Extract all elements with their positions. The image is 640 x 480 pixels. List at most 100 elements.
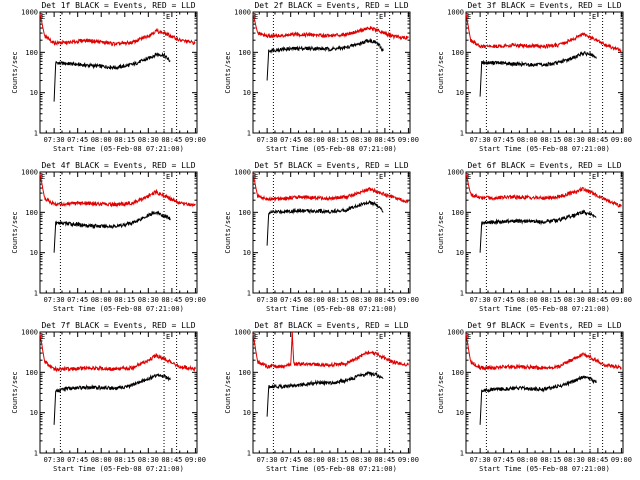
x-tick-label: 08:30 (138, 456, 159, 464)
marker-label: E (592, 13, 596, 21)
y-tick-label: 100 (451, 209, 464, 217)
detector-panel: Det 1f BLACK = Events, RED = LLD 1 10 100 10… (11, 1, 206, 153)
y-tick-label: 1000 (234, 169, 251, 177)
events-series-line (266, 37, 384, 81)
y-axis-label: Counts/sec (224, 51, 232, 93)
x-tick-label: 08:30 (351, 136, 372, 144)
detector-panel: Det 9f BLACK = Events, RED = LLD 1 10 100 10… (437, 321, 632, 473)
x-tick-label: 08:15 (540, 136, 561, 144)
marker-label: E (379, 173, 383, 181)
y-tick-label: 100 (25, 49, 38, 57)
marker-label: E (467, 333, 471, 341)
events-series-line (479, 374, 597, 425)
x-tick-label: 08:15 (327, 296, 348, 304)
y-tick-label: 1000 (447, 169, 464, 177)
marker-label: E (254, 13, 258, 21)
y-axis-label: Counts/sec (11, 371, 19, 413)
x-axis-label: Start Time (05-Feb-08 07:21:00) (53, 145, 184, 153)
marker-label: E (379, 333, 383, 341)
panel-title: Det 8f BLACK = Events, RED = LLD (254, 321, 408, 330)
y-tick-label: 1 (34, 450, 38, 458)
x-tick-label: 08:00 (91, 456, 112, 464)
plot-frame (252, 11, 411, 134)
x-tick-label: 08:00 (304, 296, 325, 304)
x-tick-label: 08:45 (587, 456, 608, 464)
plot-frame (252, 171, 411, 294)
y-axis-label: Counts/sec (224, 371, 232, 413)
events-series-line (266, 370, 384, 417)
marker-label: E (254, 173, 258, 181)
y-axis-label: Counts/sec (11, 51, 19, 93)
y-tick-label: 1000 (21, 169, 38, 177)
plot-frame (252, 331, 411, 454)
panel-title: Det 2f BLACK = Events, RED = LLD (254, 1, 408, 10)
lld-series-line (465, 13, 622, 53)
detector-panel: Det 3f BLACK = Events, RED = LLD 1 10 100 10… (437, 1, 632, 153)
x-tick-label: 08:45 (587, 136, 608, 144)
y-tick-label: 100 (451, 49, 464, 57)
x-tick-label: 07:45 (280, 296, 301, 304)
plot-frame (465, 11, 624, 134)
x-tick-label: 08:30 (351, 296, 372, 304)
detector-panel: Det 8f BLACK = Events, RED = LLD 1 10 100 10… (224, 321, 419, 473)
x-tick-label: 08:00 (304, 136, 325, 144)
marker-label: E (41, 13, 45, 21)
x-tick-label: 07:30 (257, 136, 278, 144)
x-tick-label: 07:30 (470, 296, 491, 304)
events-series-line (53, 210, 171, 253)
lld-series-line (252, 13, 409, 41)
y-tick-label: 100 (238, 209, 251, 217)
x-tick-label: 09:00 (611, 296, 632, 304)
y-tick-label: 1 (34, 130, 38, 138)
lld-series-line (465, 333, 622, 372)
x-tick-label: 07:30 (44, 296, 65, 304)
marker-label: E (467, 13, 471, 21)
x-tick-label: 08:30 (564, 456, 585, 464)
x-axis-label: Start Time (05-Feb-08 07:21:00) (266, 145, 397, 153)
x-tick-label: 08:15 (327, 456, 348, 464)
lld-series-line (39, 173, 196, 208)
x-tick-label: 08:00 (91, 296, 112, 304)
x-tick-label: 08:00 (304, 456, 325, 464)
x-axis-label: Start Time (05-Feb-08 07:21:00) (479, 305, 610, 313)
x-axis-label: Start Time (05-Feb-08 07:21:00) (479, 145, 610, 153)
x-tick-label: 08:30 (564, 296, 585, 304)
x-tick-label: 09:00 (611, 136, 632, 144)
x-tick-label: 07:45 (67, 296, 88, 304)
y-tick-label: 10 (30, 89, 38, 97)
y-axis-label: Counts/sec (437, 371, 445, 413)
panel-title: Det 3f BLACK = Events, RED = LLD (467, 1, 621, 10)
x-tick-label: 07:45 (493, 136, 514, 144)
y-tick-label: 10 (243, 409, 251, 417)
y-tick-label: 1 (460, 450, 464, 458)
x-tick-label: 09:00 (398, 136, 419, 144)
x-tick-label: 07:45 (67, 136, 88, 144)
marker-label: E (41, 173, 45, 181)
x-tick-label: 08:30 (351, 456, 372, 464)
x-tick-label: 08:30 (138, 296, 159, 304)
x-tick-label: 08:30 (564, 136, 585, 144)
y-tick-label: 1000 (234, 329, 251, 337)
y-tick-label: 100 (238, 49, 251, 57)
x-tick-label: 07:45 (67, 456, 88, 464)
y-tick-label: 100 (238, 369, 251, 377)
events-series-line (479, 51, 597, 97)
y-tick-label: 10 (30, 409, 38, 417)
x-tick-label: 08:15 (114, 136, 135, 144)
x-tick-label: 07:45 (280, 456, 301, 464)
marker-label: E (166, 13, 170, 21)
x-tick-label: 09:00 (611, 456, 632, 464)
events-series-line (53, 372, 171, 425)
y-tick-label: 1 (247, 130, 251, 138)
lld-series-line (39, 13, 196, 47)
x-tick-label: 08:00 (91, 136, 112, 144)
y-axis-label: Counts/sec (437, 211, 445, 253)
y-tick-label: 10 (456, 89, 464, 97)
y-tick-label: 1 (460, 130, 464, 138)
x-tick-label: 08:00 (517, 456, 538, 464)
x-tick-label: 09:00 (398, 296, 419, 304)
y-tick-label: 10 (243, 89, 251, 97)
plot-frame (465, 171, 624, 294)
x-tick-label: 08:45 (374, 296, 395, 304)
